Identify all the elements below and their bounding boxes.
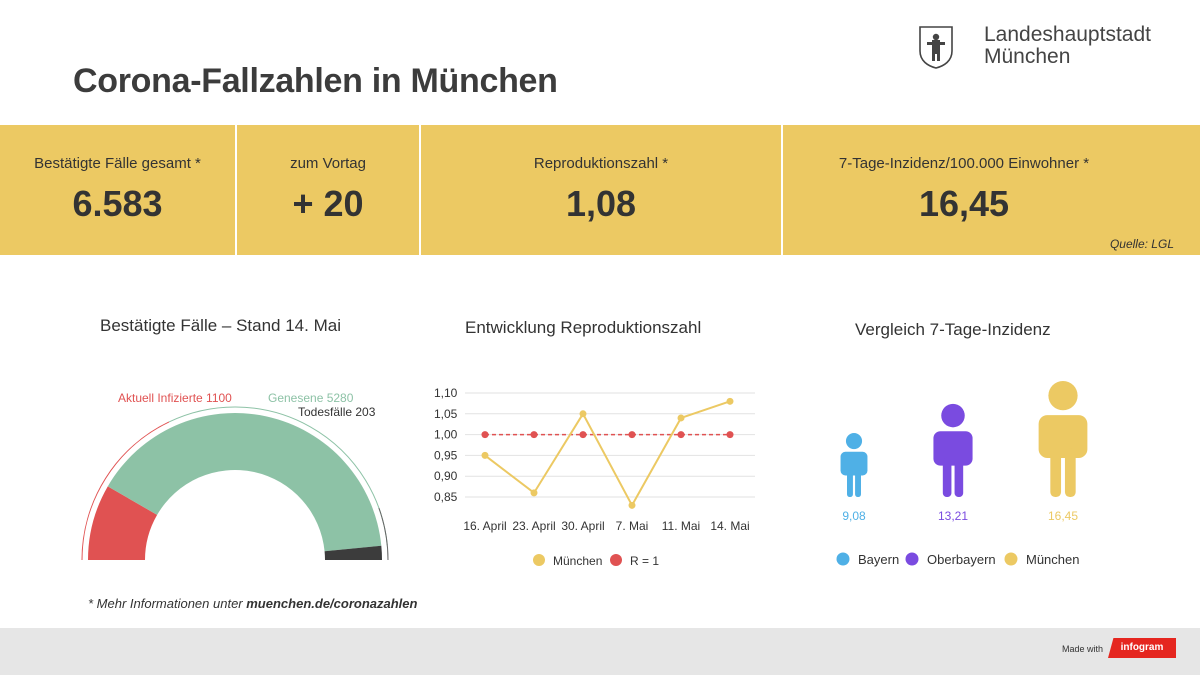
line-chart-title: Entwicklung Reproduktionszahl (465, 318, 702, 337)
legend-label-r1: R = 1 (630, 554, 659, 568)
source-note: Quelle: LGL (1109, 237, 1174, 251)
person-leg (954, 457, 964, 497)
kpi-total-cases: Bestätigte Fälle gesamt * 6.583 (0, 125, 235, 255)
city-logo[interactable]: Landeshauptstadt München (918, 24, 1168, 74)
y-tick-label: 1,10 (434, 386, 458, 400)
y-tick-label: 0,85 (434, 490, 458, 504)
gauge-segment-deaths (324, 545, 382, 560)
gauge-leader-deaths (378, 507, 389, 561)
person-icon (933, 403, 973, 497)
person-torso (933, 431, 973, 466)
x-tick-label: 23. April (512, 519, 555, 533)
pictogram-title: Vergleich 7-Tage-Inzidenz (855, 320, 1051, 339)
value-label: 9,08 (842, 509, 866, 523)
person-leg (1050, 448, 1062, 497)
y-tick-label: 1,00 (434, 428, 458, 442)
kpi-reproduction: Reproduktionszahl * 1,08 (421, 125, 781, 255)
legend-marker-r1 (610, 554, 622, 566)
footnote-link[interactable]: muenchen.de/coronazahlen (246, 596, 418, 611)
kpi-label: zum Vortag (290, 155, 366, 172)
logo-line1: Landeshauptstadt (984, 23, 1151, 46)
x-tick-label: 14. Mai (710, 519, 749, 533)
kpi-band: Bestätigte Fälle gesamt * 6.583 zum Vort… (0, 125, 1200, 255)
kpi-incidence: 7-Tage-Inzidenz/100.000 Einwohner * 16,4… (783, 125, 1145, 255)
kpi-label: 7-Tage-Inzidenz/100.000 Einwohner * (838, 155, 1090, 172)
gauge-segment-recovered (107, 413, 382, 552)
footnote-text: * Mehr Informationen unter (88, 596, 247, 611)
point-muenchen (579, 410, 587, 418)
legend-marker (836, 552, 850, 566)
person-leg (1064, 448, 1076, 497)
person-icon (840, 432, 868, 497)
legend-label: Oberbayern (927, 552, 996, 567)
kpi-divider (235, 125, 237, 255)
x-tick-label: 16. April (463, 519, 506, 533)
kpi-divider (781, 125, 783, 255)
point-r1 (726, 431, 734, 439)
value-label: 13,21 (938, 509, 968, 523)
person-head (845, 432, 863, 450)
kpi-divider (419, 125, 421, 255)
x-tick-label: 11. Mai (662, 519, 700, 533)
point-muenchen (530, 489, 538, 497)
gauge-label-deaths: Todesfälle 203 (298, 405, 376, 419)
y-tick-label: 0,90 (434, 469, 458, 483)
point-muenchen (726, 397, 734, 405)
incidence-pictogram-chart: 9,08 13,21 16,45 Bayern Oberbayern München (836, 380, 1088, 567)
legend-marker (905, 552, 919, 566)
point-r1 (677, 431, 685, 439)
kpi-label: Reproduktionszahl * (533, 155, 669, 172)
point-r1 (530, 431, 538, 439)
munich-crest-icon (919, 26, 953, 69)
kpi-label: Bestätigte Fälle gesamt * (34, 155, 201, 172)
legend-marker (1004, 552, 1018, 566)
x-tick-label: 7. Mai (616, 519, 649, 533)
gauge-label-recovered: Genesene 5280 (268, 391, 354, 405)
person-leg (847, 470, 853, 497)
y-tick-label: 0,95 (434, 448, 458, 462)
value-label: 16,45 (1048, 509, 1078, 523)
legend-label: Bayern (858, 552, 899, 567)
footer: Made with infogram (0, 628, 1200, 675)
kpi-value: 1,08 (565, 183, 637, 224)
person-head (941, 403, 965, 428)
person-head (1048, 380, 1078, 411)
gauge-leader-recovered (168, 406, 388, 546)
point-muenchen (481, 451, 489, 459)
gauge-leader-infected (81, 421, 170, 561)
y-tick-label: 1,05 (434, 407, 458, 421)
point-muenchen (628, 501, 636, 509)
point-r1 (481, 431, 489, 439)
person-icon (1038, 380, 1088, 497)
legend-label: München (1026, 552, 1079, 567)
person-torso (1038, 415, 1088, 458)
gauge-title: Bestätigte Fälle – Stand 14. Mai (100, 316, 341, 335)
infogram-badge[interactable]: infogram (1108, 638, 1176, 658)
person-leg (855, 470, 861, 497)
page-title: Corona-Fallzahlen in München (73, 62, 558, 100)
kpi-previous-day: zum Vortag + 20 (237, 125, 419, 255)
point-r1 (579, 431, 587, 439)
kpi-value: 16,45 (918, 183, 1010, 224)
person-leg (942, 457, 952, 497)
point-muenchen (677, 414, 685, 422)
reproduction-line-chart: 1,10 1,05 1,00 0,95 0,90 0,85 16. April 23. Apr… (434, 386, 755, 568)
logo-line2: München (984, 45, 1071, 68)
cases-gauge-chart: Aktuell Infizierte 1100 Genesene 5280Tode… (81, 391, 389, 561)
made-with-label: Made with (1062, 644, 1104, 654)
point-r1 (628, 431, 636, 439)
person-torso (840, 451, 868, 476)
legend-marker-muenchen (533, 554, 545, 566)
series-line-muenchen (484, 400, 731, 508)
footnote: * Mehr Informationen unter muenchen.de/c… (88, 596, 417, 611)
kpi-value: 6.583 (72, 183, 163, 224)
gauge-label-infected: Aktuell Infizierte 1100 (118, 391, 232, 405)
kpi-value: + 20 (292, 183, 364, 224)
x-tick-label: 30. April (561, 519, 604, 533)
gauge-segment-infected (88, 486, 158, 560)
legend-label-muenchen: München (553, 554, 602, 568)
